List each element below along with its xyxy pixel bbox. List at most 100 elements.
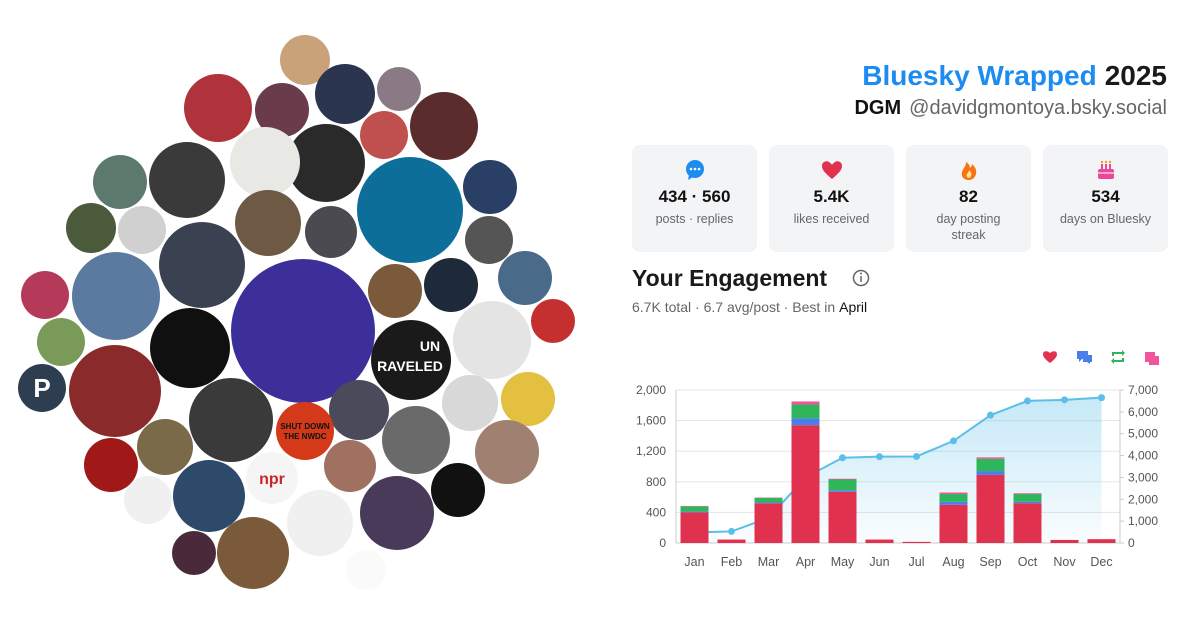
line-point	[839, 454, 846, 462]
avatar[interactable]	[531, 299, 575, 343]
avatar[interactable]	[72, 252, 160, 340]
avatar[interactable]	[246, 452, 298, 504]
avatar[interactable]	[431, 463, 485, 517]
avatar[interactable]	[217, 517, 289, 589]
avatar[interactable]	[69, 345, 161, 437]
avatar[interactable]	[37, 318, 85, 366]
avatar[interactable]	[360, 111, 408, 159]
x-tick-label: Jan	[684, 555, 704, 569]
title: Bluesky Wrapped	[862, 60, 1096, 91]
stat-value: 5.4K	[813, 187, 850, 206]
avatar[interactable]	[84, 438, 138, 492]
bar-segment	[939, 501, 968, 505]
y2-tick-label: 1,000	[1128, 514, 1158, 528]
bar-segment	[1013, 494, 1042, 502]
y-tick-label: 800	[646, 475, 666, 489]
avatar[interactable]	[324, 440, 376, 492]
avatar[interactable]	[118, 206, 166, 254]
avatar[interactable]	[255, 83, 309, 137]
info-icon[interactable]	[852, 269, 870, 287]
best-month: April	[839, 299, 867, 315]
bar-segment	[680, 506, 709, 512]
avatar[interactable]	[442, 375, 498, 431]
avatar[interactable]	[280, 35, 330, 85]
bar-segment	[1050, 539, 1079, 543]
legend-icon[interactable]	[1111, 350, 1125, 364]
bar-segment	[754, 502, 783, 504]
avatar[interactable]	[230, 127, 300, 197]
avatar[interactable]	[498, 251, 552, 305]
y-tick-label: 400	[646, 505, 666, 519]
avatar[interactable]	[368, 264, 422, 318]
stat-label: posts · replies	[655, 212, 734, 226]
avatar-text: SHUT DOWN	[280, 422, 330, 431]
stat-value: 434 · 560	[658, 187, 731, 206]
avatar[interactable]	[21, 271, 69, 319]
avatar[interactable]	[305, 206, 357, 258]
plot: 0 400 800 1,200 1,600 2,000 0 1,000 2,000 3,000 4,…	[636, 383, 1158, 569]
avatar[interactable]	[150, 308, 230, 388]
legend-icon[interactable]	[1043, 351, 1057, 363]
avatar[interactable]	[346, 550, 386, 590]
avatar[interactable]	[159, 222, 245, 308]
avatar[interactable]	[357, 157, 463, 263]
avatar[interactable]	[276, 402, 334, 460]
bar-segment	[680, 511, 709, 513]
line-point	[950, 437, 957, 445]
avatar[interactable]	[382, 406, 450, 474]
avatar[interactable]	[360, 476, 434, 550]
icon	[685, 160, 704, 180]
legend-icon[interactable]	[1145, 352, 1159, 365]
x-tick-label: Dec	[1090, 555, 1112, 569]
avatar[interactable]	[329, 380, 389, 440]
avatar[interactable]	[93, 155, 147, 209]
stat-card: 82 day posting streak	[906, 145, 1031, 252]
x-tick-label: Jul	[909, 555, 925, 569]
avatar[interactable]	[287, 490, 353, 556]
stat-label: likes received	[793, 212, 870, 226]
avatar[interactable]	[501, 372, 555, 426]
x-tick-label: Mar	[758, 555, 780, 569]
bar-segment	[976, 457, 1005, 459]
avatar-text: THE NWDC	[283, 432, 326, 441]
line-point	[1061, 396, 1068, 404]
bar-segment	[791, 401, 820, 405]
x-tick-label: Feb	[721, 555, 743, 569]
avatar[interactable]	[235, 190, 301, 256]
avatar[interactable]	[287, 124, 365, 202]
avatar[interactable]	[463, 160, 517, 214]
avatar[interactable]	[424, 258, 478, 312]
section-title: Your Engagement	[632, 265, 827, 291]
avatar[interactable]	[173, 460, 245, 532]
legend-icon[interactable]	[1077, 351, 1092, 364]
bar-segment	[939, 492, 968, 495]
user-name: DGM	[854, 97, 901, 119]
avatar[interactable]	[371, 320, 451, 400]
avatar[interactable]	[18, 364, 66, 412]
avatar[interactable]	[475, 420, 539, 484]
avatar-text: P	[33, 373, 50, 403]
x-tick-label: Apr	[796, 555, 815, 569]
avatar[interactable]	[172, 531, 216, 575]
avatar[interactable]	[377, 67, 421, 111]
avatar[interactable]	[465, 216, 513, 264]
avatar[interactable]	[315, 64, 375, 124]
avatar[interactable]	[149, 142, 225, 218]
avatar[interactable]	[124, 476, 172, 524]
x-tick-label: Jun	[869, 555, 889, 569]
avatar[interactable]	[137, 419, 193, 475]
stat-value: 82	[959, 187, 978, 206]
avatar[interactable]	[184, 74, 252, 142]
x-tick-label: Nov	[1053, 555, 1076, 569]
icon	[1097, 160, 1114, 179]
summary: 6.7K total · 6.7 avg/post · Best in April	[632, 299, 867, 315]
avatar[interactable]	[410, 92, 478, 160]
bar-segment	[791, 418, 820, 426]
bar-segment	[976, 458, 1005, 472]
avatar[interactable]	[66, 203, 116, 253]
avatar[interactable]	[189, 378, 273, 462]
avatar[interactable]	[453, 301, 531, 379]
y2-tick-label: 5,000	[1128, 427, 1158, 441]
avatar[interactable]	[231, 259, 375, 403]
stat-label: days on Bluesky	[1059, 212, 1152, 226]
